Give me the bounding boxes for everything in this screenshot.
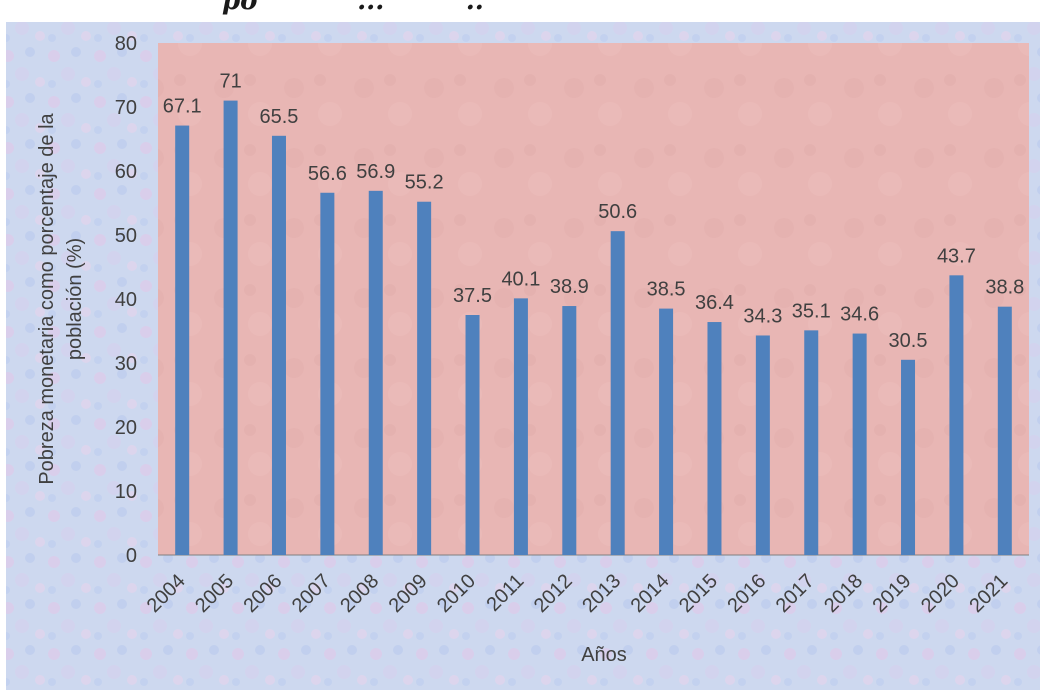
bar-2008 <box>368 190 383 555</box>
data-label-2007: 56.6 <box>308 163 347 185</box>
data-label-2012: 38.9 <box>550 276 589 298</box>
bar-2019 <box>901 359 916 555</box>
data-label-2021: 38.8 <box>985 277 1024 299</box>
data-label-2013: 50.6 <box>598 201 637 223</box>
y-tick-label: 20 <box>115 417 137 439</box>
bar-2005 <box>223 100 238 555</box>
bar-2010 <box>465 315 480 555</box>
data-label-2014: 38.5 <box>647 279 686 301</box>
bar-2009 <box>417 201 432 555</box>
data-label-2016: 34.3 <box>743 305 782 327</box>
y-axis-title-line: Pobreza monetaria como porcentaje de la <box>36 112 58 484</box>
bar-2004 <box>175 125 190 555</box>
y-axis: 0 10 20 30 40 50 60 70 80 <box>115 33 137 567</box>
data-label-2008: 56.9 <box>356 161 395 183</box>
data-label-2019: 30.5 <box>889 330 928 352</box>
y-tick-label: 70 <box>115 97 137 119</box>
bar-2013 <box>610 231 625 555</box>
bar-2006 <box>271 135 286 556</box>
x-axis-title: Años <box>581 644 627 666</box>
bar-2012 <box>562 306 577 555</box>
data-label-2005: 71 <box>219 71 241 93</box>
data-label-2010: 37.5 <box>453 285 492 307</box>
data-label-2004: 67.1 <box>163 96 202 118</box>
bar-2014 <box>659 308 674 555</box>
y-tick-label: 30 <box>115 353 137 375</box>
data-label-2020: 43.7 <box>937 245 976 267</box>
bar-2016 <box>755 335 770 555</box>
y-tick-label: 10 <box>115 481 137 503</box>
data-label-2017: 35.1 <box>792 300 831 322</box>
data-label-2006: 65.5 <box>260 106 299 128</box>
plot-area <box>158 43 1029 555</box>
bar-2007 <box>320 192 335 555</box>
data-label-2009: 55.2 <box>405 172 444 194</box>
bar-2011 <box>513 298 528 555</box>
data-label-2018: 34.6 <box>840 304 879 326</box>
data-label-2015: 36.4 <box>695 292 734 314</box>
bar-2015 <box>707 322 722 555</box>
bar-2020 <box>949 275 964 555</box>
y-tick-label: 80 <box>115 33 137 55</box>
y-tick-label: 40 <box>115 289 137 311</box>
bar-2018 <box>852 333 867 555</box>
data-labels: 67.1 71 65.5 56.6 56.9 55.2 37.5 40.1 38.9 50.6 38… <box>163 71 1025 352</box>
bars <box>175 100 1012 556</box>
y-tick-label: 50 <box>115 225 137 247</box>
y-tick-label: 0 <box>126 545 137 567</box>
data-label-2011: 40.1 <box>501 268 540 290</box>
bar-2017 <box>804 330 819 555</box>
header-fragment: põ ... .. <box>222 0 484 16</box>
y-axis-title: Pobreza monetaria como porcentaje de la p… <box>36 112 86 484</box>
y-axis-title-line: población (%) <box>64 238 86 360</box>
y-tick-label: 60 <box>115 161 137 183</box>
bar-2021 <box>997 306 1012 555</box>
